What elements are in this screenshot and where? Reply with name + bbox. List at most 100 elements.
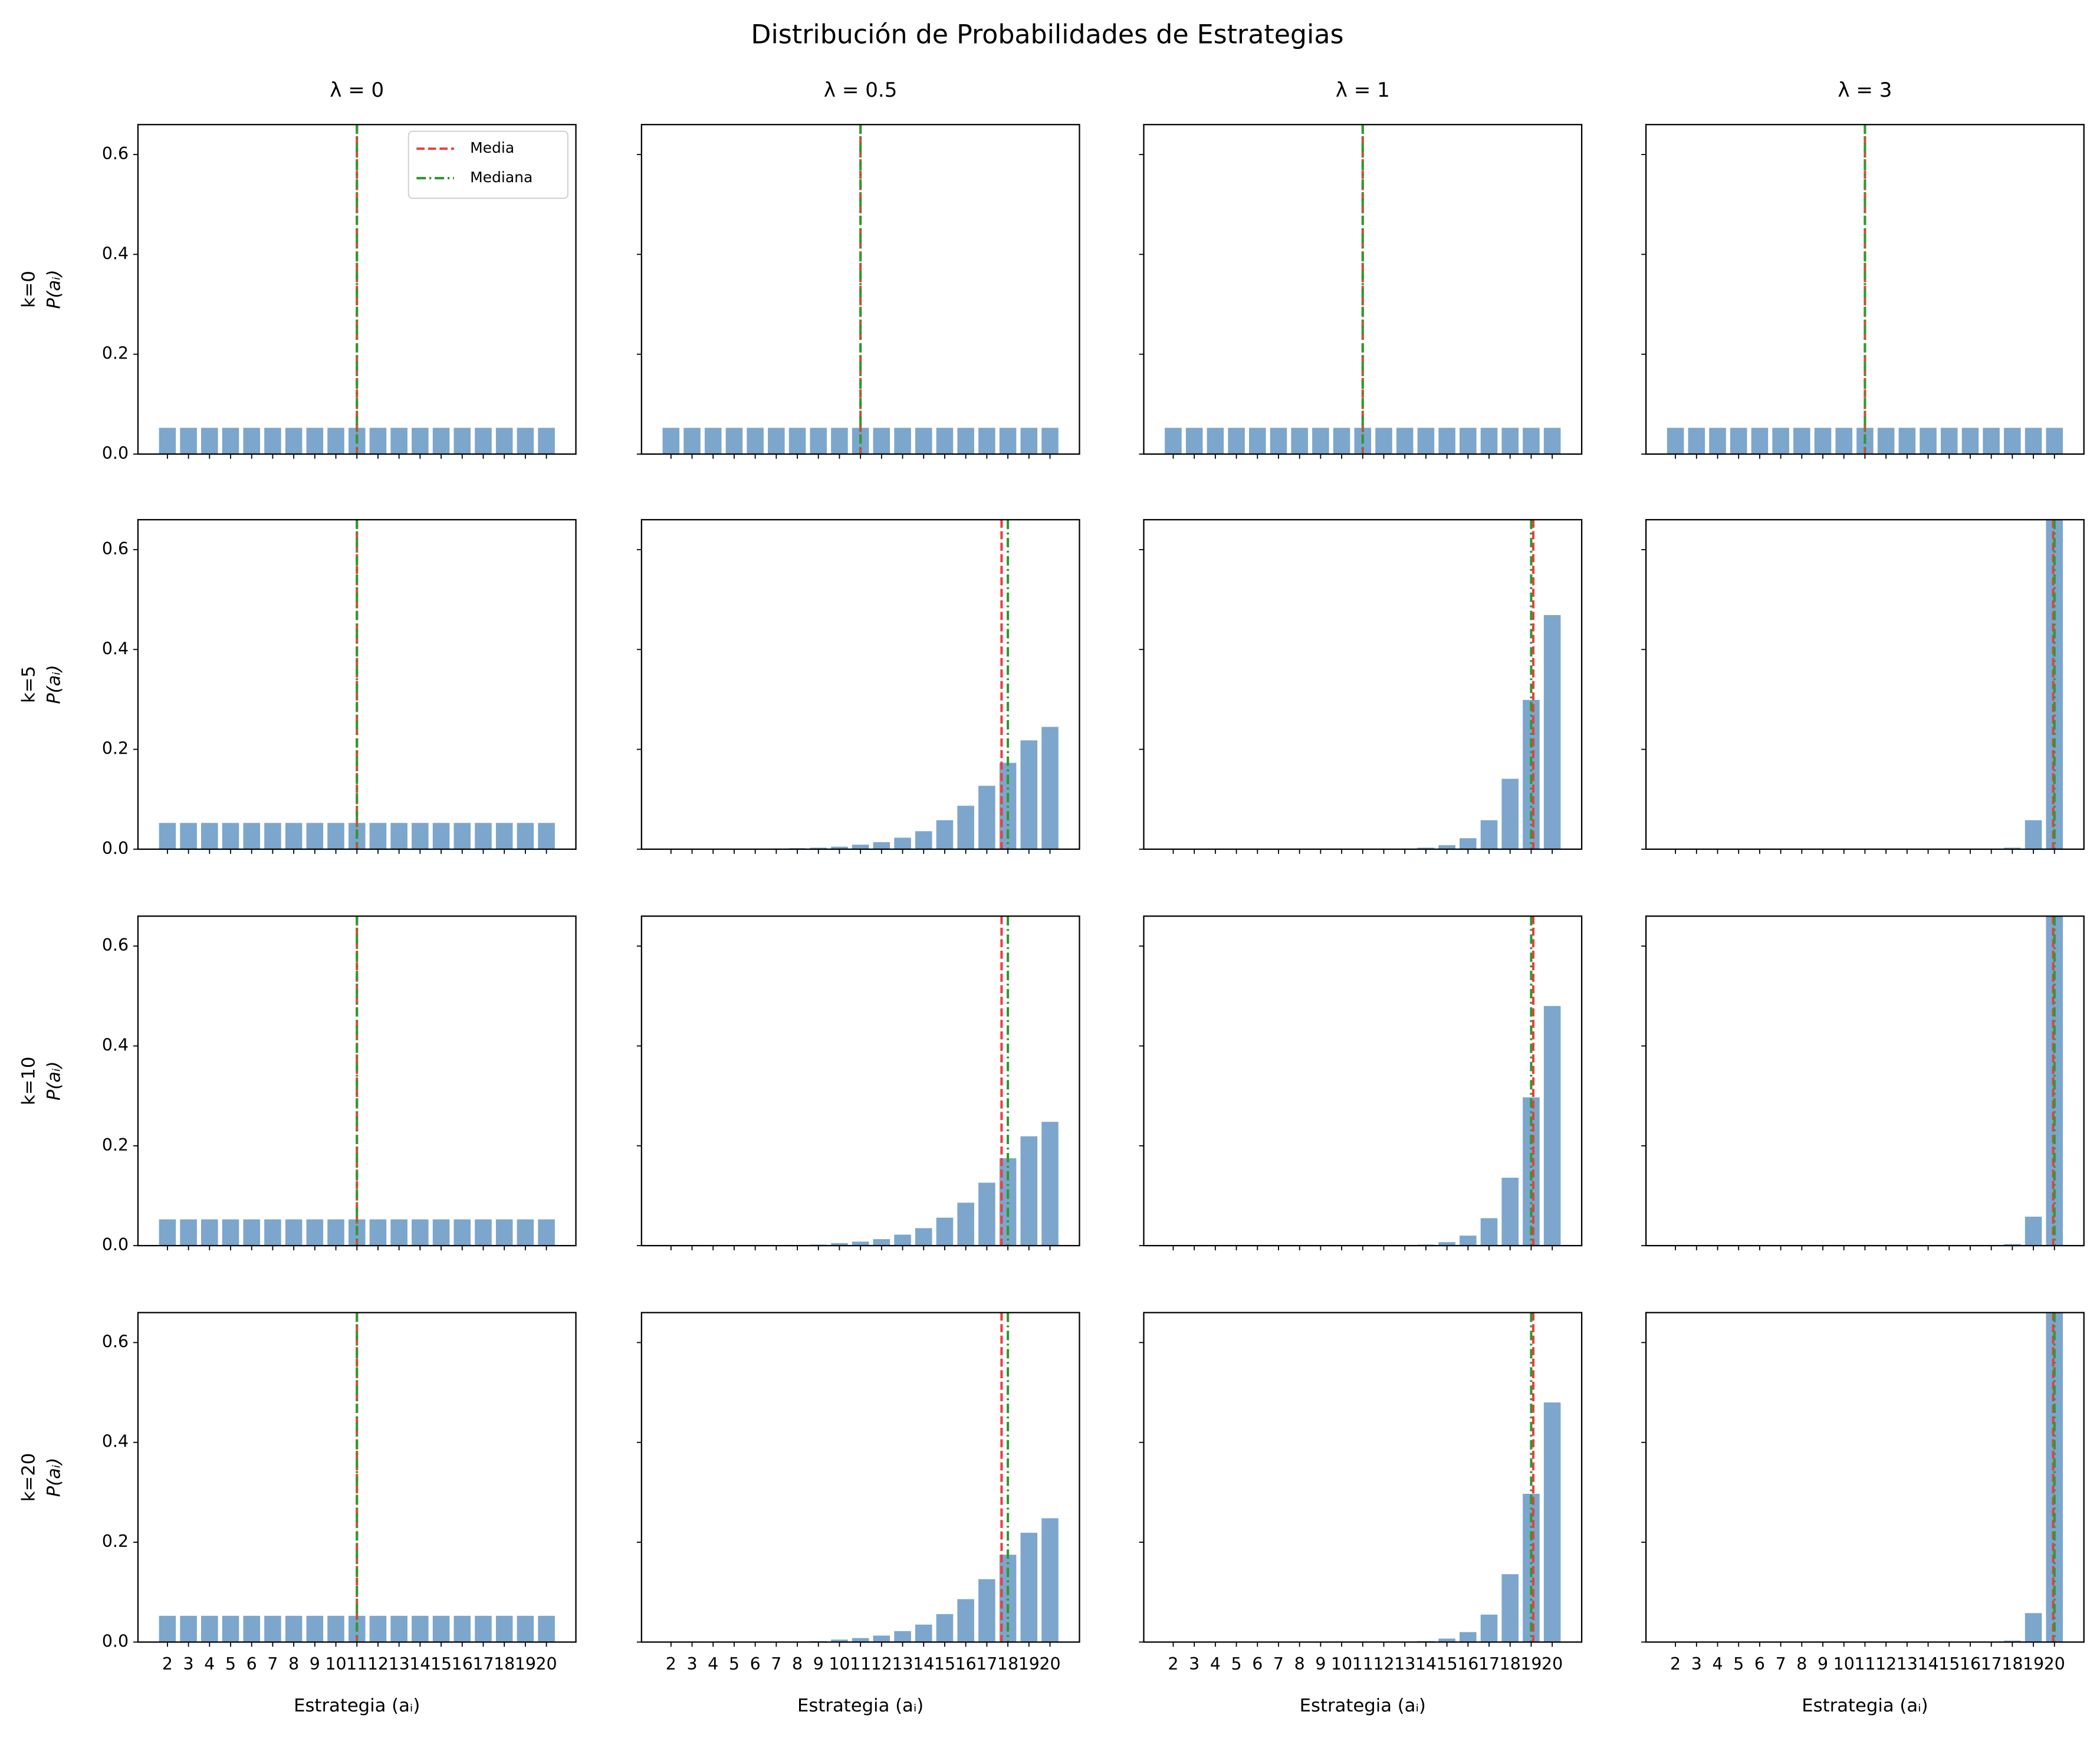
bar bbox=[957, 1599, 974, 1642]
bar bbox=[475, 1615, 492, 1642]
panel bbox=[1139, 915, 1583, 1251]
bar bbox=[180, 1615, 197, 1642]
bar bbox=[412, 428, 429, 454]
bar bbox=[453, 823, 471, 849]
bar bbox=[1185, 428, 1203, 454]
x-tick-label: 19 bbox=[2023, 1654, 2044, 1674]
bar bbox=[1312, 428, 1329, 454]
x-tick-label: 12 bbox=[1875, 1654, 1897, 1674]
bar bbox=[201, 1615, 218, 1642]
x-tick-label: 19 bbox=[1018, 1654, 1040, 1674]
bar bbox=[894, 1234, 911, 1246]
bar bbox=[831, 428, 848, 454]
bar bbox=[1501, 1574, 1519, 1642]
panel: 2 3 4 5 6 7 8 9 10 11 12 13 14 15 16 17 18 19 20 Estrategia… bbox=[1139, 1312, 1583, 1716]
bar bbox=[159, 1219, 176, 1246]
bar bbox=[390, 823, 407, 849]
panel bbox=[636, 915, 1080, 1251]
bar bbox=[264, 1219, 281, 1246]
bar bbox=[475, 1219, 492, 1246]
bar bbox=[1543, 428, 1561, 454]
bar bbox=[180, 823, 197, 849]
x-axis-label: Estrategia (aᵢ) bbox=[797, 1696, 924, 1716]
bar bbox=[495, 823, 513, 849]
x-tick-label: 9 bbox=[310, 1654, 320, 1674]
x-tick-label: 2 bbox=[162, 1654, 173, 1674]
bar bbox=[1438, 1242, 1455, 1246]
panel: λ = 3 bbox=[1641, 78, 2085, 459]
x-tick-label: 19 bbox=[515, 1654, 536, 1674]
plot-area bbox=[1165, 124, 1561, 454]
x-tick-label: 13 bbox=[1394, 1654, 1415, 1674]
x-tick-label: 6 bbox=[1754, 1654, 1765, 1674]
bar bbox=[1020, 1136, 1038, 1246]
plot-area bbox=[159, 520, 555, 849]
x-tick-label: 6 bbox=[750, 1654, 761, 1674]
x-tick-label: 13 bbox=[389, 1654, 410, 1674]
bar bbox=[243, 1219, 260, 1246]
x-tick-label: 10 bbox=[1833, 1654, 1855, 1674]
bar bbox=[432, 1615, 450, 1642]
x-tick-label: 4 bbox=[1210, 1654, 1221, 1674]
bar bbox=[1460, 838, 1477, 849]
bar bbox=[1501, 778, 1519, 849]
y-axis-label: P(aᵢ) bbox=[44, 665, 65, 704]
bar bbox=[1460, 1632, 1477, 1642]
x-tick-label: 13 bbox=[1897, 1654, 1918, 1674]
bar bbox=[1207, 428, 1224, 454]
bar bbox=[2004, 1640, 2021, 1642]
bar bbox=[831, 1640, 848, 1642]
bar bbox=[1480, 1614, 1498, 1642]
y-tick-label: 0.4 bbox=[102, 1036, 129, 1055]
bar bbox=[453, 1615, 471, 1642]
bar bbox=[327, 823, 344, 849]
bar bbox=[1270, 428, 1287, 454]
x-tick-label: 20 bbox=[1542, 1654, 1563, 1674]
x-tick-label: 11 bbox=[1854, 1654, 1875, 1674]
x-tick-label: 10 bbox=[829, 1654, 850, 1674]
y-tick-label: 0.4 bbox=[102, 639, 129, 658]
bar bbox=[1793, 428, 1810, 454]
panel: 0.0 0.2 0.4 0.6 k=10 P(aᵢ) bbox=[18, 915, 577, 1254]
plot-area bbox=[159, 916, 555, 1246]
bar bbox=[306, 428, 324, 454]
x-tick-label: 6 bbox=[247, 1654, 257, 1674]
x-tick-label: 2 bbox=[666, 1654, 676, 1674]
bar bbox=[831, 846, 848, 849]
bar bbox=[662, 428, 680, 454]
x-tick-label: 16 bbox=[1457, 1654, 1478, 1674]
x-tick-label: 5 bbox=[1231, 1654, 1242, 1674]
panel: λ = 0.5 bbox=[636, 78, 1080, 459]
bar bbox=[978, 1182, 995, 1246]
bar bbox=[831, 1243, 848, 1246]
bar bbox=[683, 428, 701, 454]
y-tick-label: 0.6 bbox=[102, 539, 129, 558]
x-tick-label: 8 bbox=[792, 1654, 803, 1674]
x-tick-label: 15 bbox=[430, 1654, 452, 1674]
bar bbox=[810, 847, 827, 849]
panel: 2 3 4 5 6 7 8 9 10 11 12 13 14 15 16 17 18 19 20 Estrategia… bbox=[636, 1312, 1080, 1716]
bar bbox=[1041, 1518, 1059, 1642]
bar bbox=[180, 428, 197, 454]
bar bbox=[1396, 428, 1414, 454]
bar bbox=[285, 823, 303, 849]
bar bbox=[390, 1219, 407, 1246]
x-tick-label: 3 bbox=[183, 1654, 194, 1674]
bar bbox=[327, 1219, 344, 1246]
bar bbox=[1920, 428, 1937, 454]
x-tick-label: 3 bbox=[1691, 1654, 1702, 1674]
x-tick-label: 5 bbox=[1733, 1654, 1744, 1674]
x-tick-label: 9 bbox=[1818, 1654, 1828, 1674]
panel bbox=[636, 519, 1080, 854]
bar bbox=[873, 1239, 890, 1246]
bar bbox=[222, 823, 239, 849]
plot-area bbox=[1667, 124, 2063, 454]
bar bbox=[1898, 428, 1916, 454]
y-tick-label: 0.6 bbox=[102, 935, 129, 955]
bar bbox=[1020, 1532, 1038, 1642]
bar bbox=[390, 428, 407, 454]
bar bbox=[957, 1203, 974, 1246]
bar bbox=[453, 1219, 471, 1246]
x-tick-label: 14 bbox=[913, 1654, 934, 1674]
